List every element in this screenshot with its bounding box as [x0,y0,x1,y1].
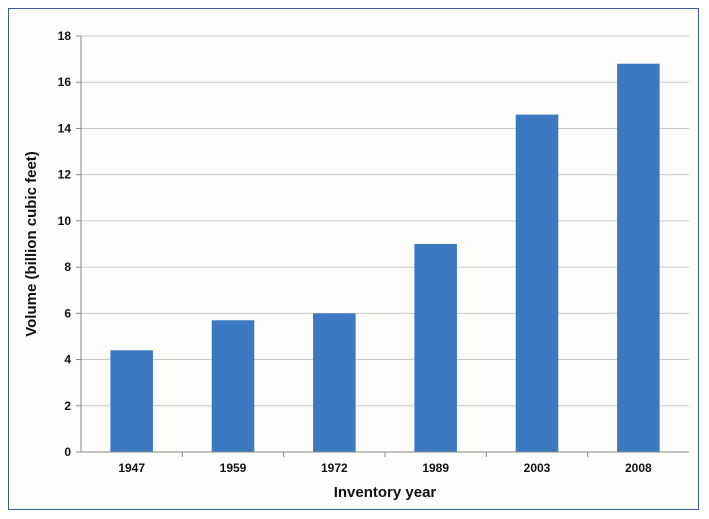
x-tick-label: 1947 [118,461,145,475]
y-axis-title: Volume (billion cubic feet) [23,151,40,337]
x-tick-label: 1972 [321,461,348,475]
bar-2003 [515,114,559,453]
y-tick-label: 14 [58,121,72,135]
y-tick-labels: 0 2 4 6 8 10 12 14 16 18 [58,29,81,459]
y-tick-label: 18 [58,29,72,43]
y-tick-label: 4 [64,353,71,367]
bar-1959 [211,320,255,452]
axes [80,36,689,453]
y-tick-label: 10 [58,214,72,228]
y-tick-label: 12 [58,168,72,182]
x-tick-label: 1959 [220,461,247,475]
gridlines [81,35,689,407]
bar-1972 [313,313,356,452]
x-axis-title: Inventory year [334,484,437,501]
x-tick-label: 1989 [422,461,449,475]
bar-1989 [414,244,457,452]
y-tick-label: 6 [64,306,71,320]
x-tick-label: 2003 [524,461,551,475]
y-tick-label: 0 [64,445,71,459]
bar-2008 [617,63,660,452]
bar-1947 [110,350,153,452]
y-tick-label: 2 [64,399,71,413]
y-tick-label: 16 [58,75,72,89]
bars [110,63,660,453]
x-tick-labels: 1947 1959 1972 1989 2003 2008 [118,452,652,475]
x-tick-label: 2008 [625,461,652,475]
y-tick-label: 8 [64,260,71,274]
